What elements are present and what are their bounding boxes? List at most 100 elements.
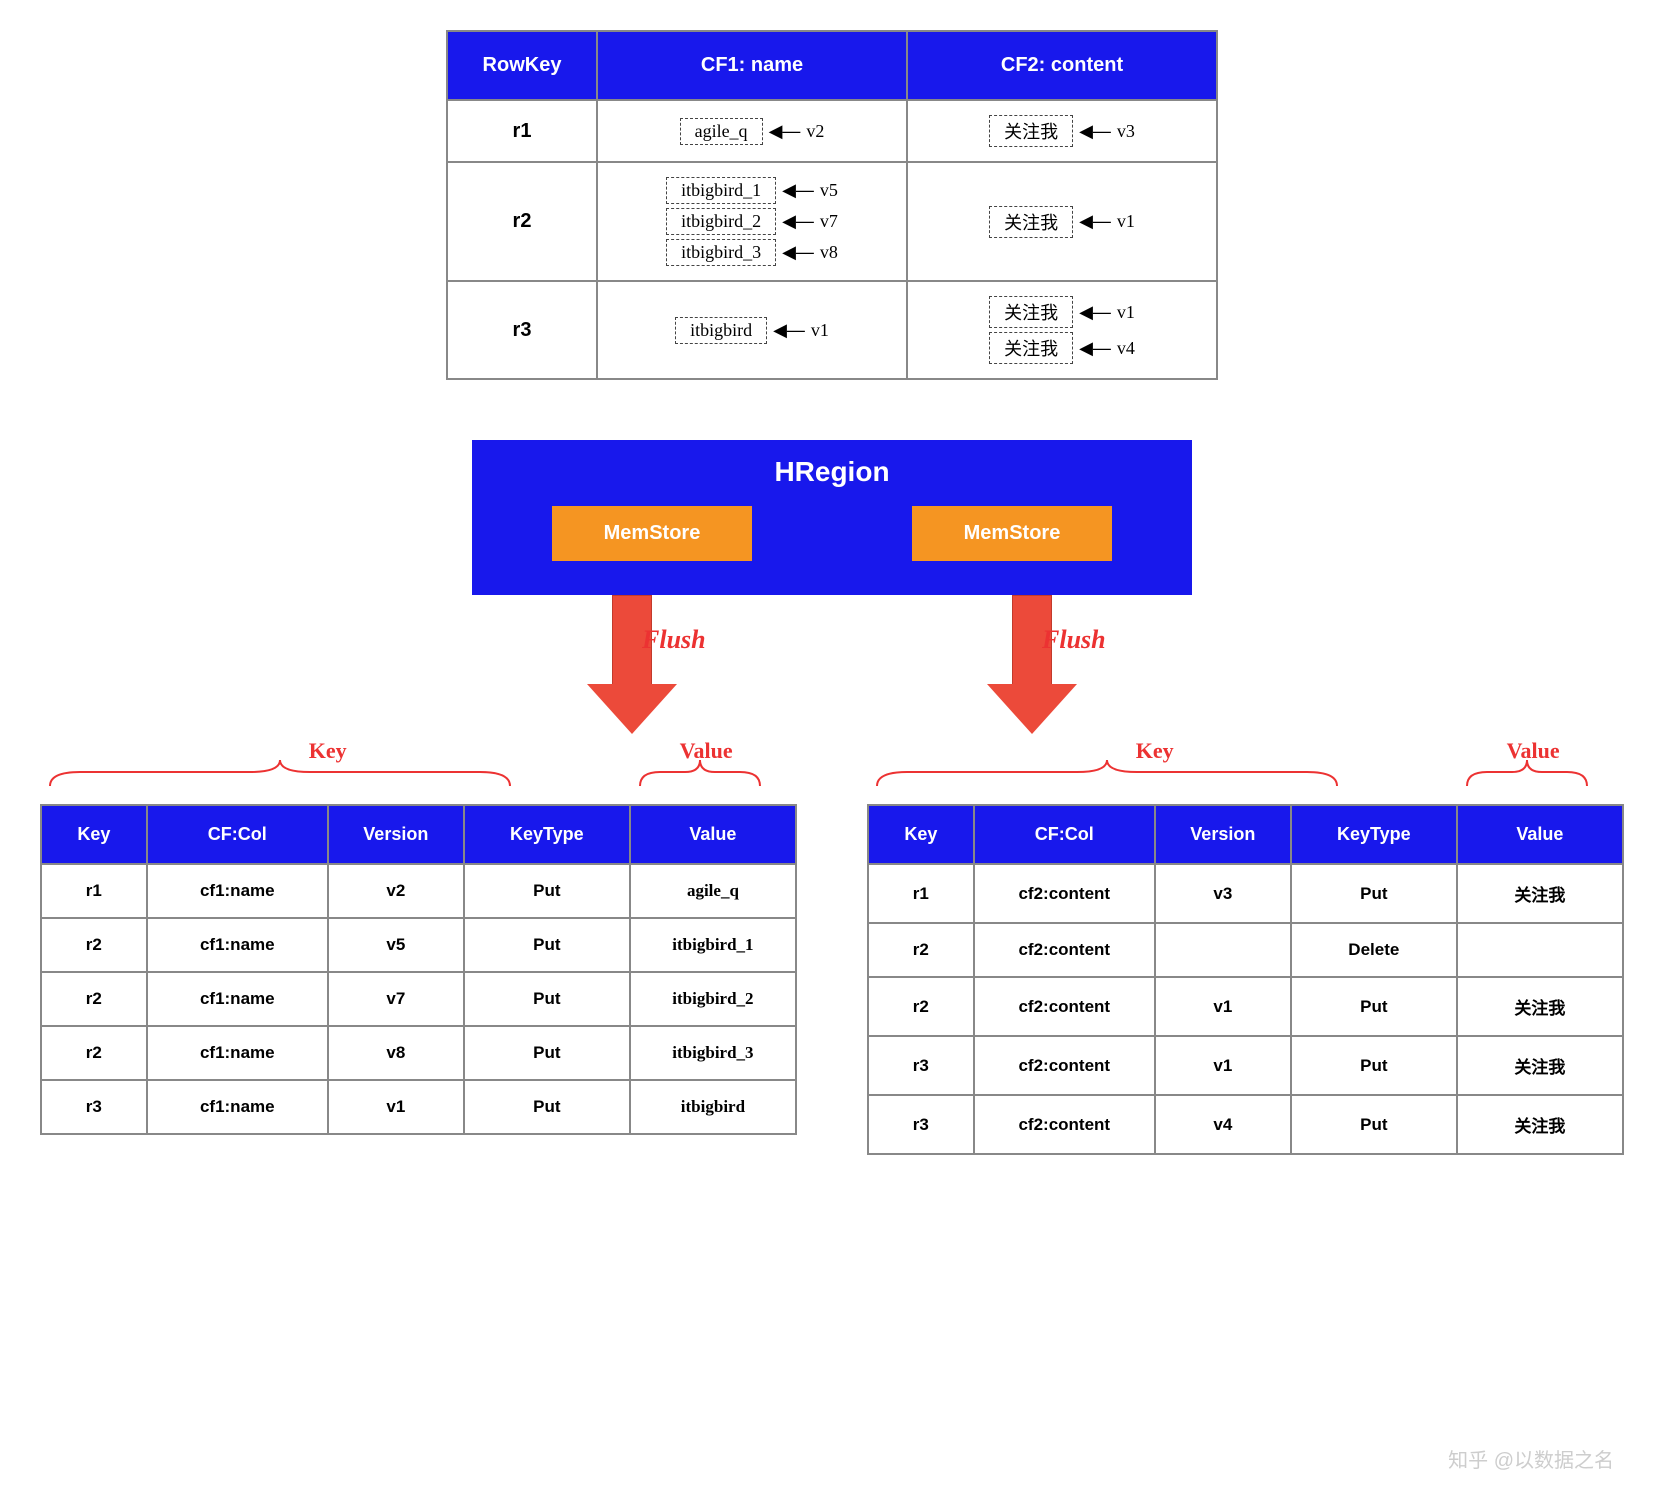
table-row: r1cf2:contentv3Put关注我 [868, 864, 1623, 923]
kv-type-cell: Put [1291, 1095, 1457, 1154]
kv-type-cell: Put [464, 1080, 630, 1134]
kv-key-cell: r1 [868, 864, 974, 923]
kv-value-cell: itbigbird_3 [630, 1026, 796, 1080]
cf2-cell: 关注我◀—v1关注我◀—v4 [907, 281, 1217, 379]
cf1-cell: itbigbird◀—v1 [597, 281, 907, 379]
th-rowkey: RowKey [447, 31, 597, 100]
version-label: v4 [1117, 338, 1135, 359]
kv-type-cell: Put [1291, 1036, 1457, 1095]
kv-value-cell [1457, 923, 1623, 977]
cell-value-box: 关注我 [989, 296, 1073, 328]
arrow-left-icon: ◀— [782, 242, 814, 263]
kv-cfcol-cell: cf1:name [147, 864, 328, 918]
hregion-box: HRegion MemStore MemStore [472, 440, 1192, 595]
kv-th: Version [1155, 805, 1291, 864]
memstore-left: MemStore [552, 506, 752, 561]
kv-th: CF:Col [147, 805, 328, 864]
kv-type-cell: Put [464, 1026, 630, 1080]
arrow-left-icon: ◀— [1079, 302, 1111, 323]
kv-version-cell: v8 [328, 1026, 464, 1080]
kv-value-cell: 关注我 [1457, 864, 1623, 923]
kv-version-cell: v3 [1155, 864, 1291, 923]
memstore-right: MemStore [912, 506, 1112, 561]
version-label: v3 [1117, 121, 1135, 142]
kv-version-cell: v5 [328, 918, 464, 972]
kv-value-cell: 关注我 [1457, 1036, 1623, 1095]
table-row: r2cf2:contentDelete [868, 923, 1623, 977]
arrow-left-icon: ◀— [1079, 338, 1111, 359]
brace-value-icon [1457, 758, 1624, 788]
kv-th: Value [630, 805, 796, 864]
kv-key-cell: r2 [41, 918, 147, 972]
arrow-left-icon: ◀— [782, 180, 814, 201]
kv-table-left: KeyCF:ColVersionKeyTypeValue r1cf1:namev… [40, 804, 797, 1135]
cell-value-box: 关注我 [989, 115, 1073, 147]
watermark-text: 知乎 @以数据之名 [1448, 1444, 1614, 1473]
table-row: r2cf2:contentv1Put关注我 [868, 977, 1623, 1036]
kv-key-cell: r3 [41, 1080, 147, 1134]
th-cf2: CF2: content [907, 31, 1217, 100]
kv-value-cell: 关注我 [1457, 1095, 1623, 1154]
kv-th: KeyType [1291, 805, 1457, 864]
version-label: v1 [1117, 302, 1135, 323]
table-row: r2cf1:namev7Putitbigbird_2 [41, 972, 796, 1026]
cf2-cell: 关注我◀—v1 [907, 162, 1217, 281]
kv-cfcol-cell: cf2:content [974, 864, 1155, 923]
kv-cfcol-cell: cf1:name [147, 972, 328, 1026]
kv-value-cell: 关注我 [1457, 977, 1623, 1036]
brace-value-icon [630, 758, 797, 788]
kv-type-cell: Put [1291, 864, 1457, 923]
kv-version-cell: v4 [1155, 1095, 1291, 1154]
kv-version-cell: v1 [1155, 1036, 1291, 1095]
kv-version-cell: v2 [328, 864, 464, 918]
kv-type-cell: Put [1291, 977, 1457, 1036]
kv-cfcol-cell: cf2:content [974, 1036, 1155, 1095]
table-row: r2cf1:namev5Putitbigbird_1 [41, 918, 796, 972]
rowkey-cell: r1 [447, 100, 597, 162]
kv-th: CF:Col [974, 805, 1155, 864]
table-row: r1cf1:namev2Putagile_q [41, 864, 796, 918]
cell-value-box: itbigbird_3 [666, 239, 776, 266]
kv-table-left-col: Key Value KeyCF:ColVersionKeyTypeValue r… [40, 744, 797, 1155]
kv-table-right: KeyCF:ColVersionKeyTypeValue r1cf2:conte… [867, 804, 1624, 1155]
arrow-left-icon: ◀— [773, 320, 805, 341]
kv-key-cell: r2 [868, 977, 974, 1036]
kv-cfcol-cell: cf1:name [147, 1026, 328, 1080]
kv-key-cell: r3 [868, 1095, 974, 1154]
kv-version-cell: v7 [328, 972, 464, 1026]
kv-version-cell [1155, 923, 1291, 977]
version-label: v8 [820, 242, 838, 263]
logical-data-table: RowKey CF1: name CF2: content r1agile_q◀… [446, 30, 1218, 380]
kv-version-cell: v1 [1155, 977, 1291, 1036]
cf1-cell: itbigbird_1◀—v5itbigbird_2◀—v7itbigbird_… [597, 162, 907, 281]
cell-value-box: itbigbird_1 [666, 177, 776, 204]
brace-key-icon [40, 758, 630, 788]
table-row: r2cf1:namev8Putitbigbird_3 [41, 1026, 796, 1080]
kv-value-cell: agile_q [630, 864, 796, 918]
kv-key-cell: r2 [41, 1026, 147, 1080]
version-label: v5 [820, 180, 838, 201]
table-row: r3cf1:namev1Putitbigbird [41, 1080, 796, 1134]
cf2-cell: 关注我 ◀— v3 [907, 100, 1217, 162]
flush-arrow-left: Flush [532, 595, 732, 734]
arrow-left-icon: ◀— [1079, 121, 1111, 142]
kv-type-cell: Put [464, 972, 630, 1026]
kv-key-cell: r3 [868, 1036, 974, 1095]
kv-th: Value [1457, 805, 1623, 864]
hregion-title: HRegion [512, 456, 1152, 488]
kv-version-cell: v1 [328, 1080, 464, 1134]
version-label: v1 [811, 320, 829, 341]
kv-table-right-col: Key Value KeyCF:ColVersionKeyTypeValue r… [867, 744, 1624, 1155]
cf1-cell: agile_q◀—v2 [597, 100, 907, 162]
version-label: v2 [806, 121, 824, 142]
th-cf1: CF1: name [597, 31, 907, 100]
cell-value-box: 关注我 [989, 206, 1073, 238]
kv-cfcol-cell: cf2:content [974, 1095, 1155, 1154]
version-label: v1 [1117, 211, 1135, 232]
kv-th: Key [868, 805, 974, 864]
rowkey-cell: r3 [447, 281, 597, 379]
kv-cfcol-cell: cf1:name [147, 1080, 328, 1134]
kv-th: Key [41, 805, 147, 864]
kv-type-cell: Delete [1291, 923, 1457, 977]
table-row: r3cf2:contentv4Put关注我 [868, 1095, 1623, 1154]
